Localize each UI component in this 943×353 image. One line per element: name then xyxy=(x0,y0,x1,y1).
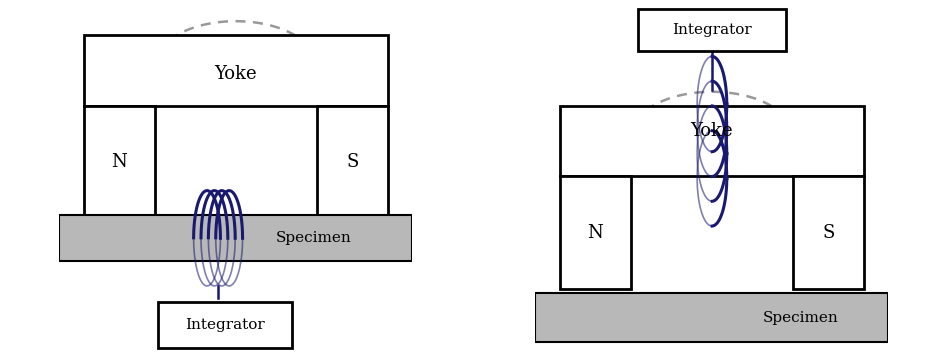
Text: N: N xyxy=(587,224,604,242)
Bar xyxy=(317,106,388,219)
Text: Specimen: Specimen xyxy=(762,311,838,325)
Text: S: S xyxy=(822,224,835,242)
Bar xyxy=(59,215,412,261)
Bar xyxy=(560,176,631,289)
Bar xyxy=(158,302,292,348)
Bar xyxy=(84,106,155,219)
Text: Yoke: Yoke xyxy=(690,122,734,139)
Text: Specimen: Specimen xyxy=(275,231,352,245)
Bar xyxy=(560,106,864,176)
Bar xyxy=(793,176,864,289)
Bar xyxy=(637,9,786,51)
Text: N: N xyxy=(111,154,127,171)
Text: S: S xyxy=(346,154,358,171)
Text: Integrator: Integrator xyxy=(185,318,265,332)
Bar xyxy=(84,35,388,106)
Text: Integrator: Integrator xyxy=(672,23,752,37)
Bar xyxy=(536,293,888,342)
Text: Yoke: Yoke xyxy=(214,65,257,83)
